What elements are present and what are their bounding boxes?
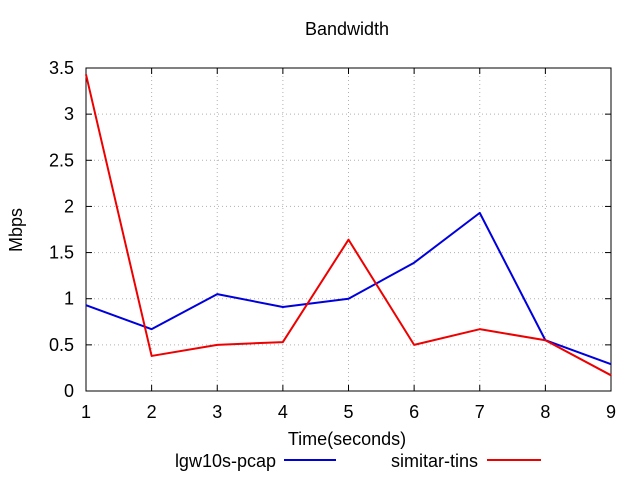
legend-label-simitar-tins: simitar-tins	[391, 451, 478, 471]
y-tick-label: 2	[64, 196, 74, 216]
x-axis-label: Time(seconds)	[288, 429, 406, 449]
y-tick-label: 1	[64, 289, 74, 309]
x-tick-label: 2	[147, 402, 157, 422]
x-tick-label: 8	[540, 402, 550, 422]
x-tick-label: 5	[343, 402, 353, 422]
x-tick-label: 6	[409, 402, 419, 422]
y-axis-label: Mbps	[6, 208, 26, 252]
x-axis-ticks: 1 2 3 4 5 6 7 8 9	[81, 68, 616, 422]
series-line-lgw10s-pcap	[85, 211, 612, 366]
x-tick-label: 4	[278, 402, 288, 422]
y-tick-label: 0.5	[49, 335, 74, 355]
y-tick-label: 0	[64, 381, 74, 401]
legend: lgw10s-pcap simitar-tins	[175, 451, 541, 471]
x-tick-label: 1	[81, 402, 91, 422]
y-axis-ticks: 0 0.5 1 1.5 2 2.5 3 3.5	[49, 58, 611, 401]
chart-title: Bandwidth	[305, 19, 389, 39]
y-tick-label: 1.5	[49, 243, 74, 263]
y-tick-label: 3.5	[49, 58, 74, 78]
y-tick-label: 3	[64, 104, 74, 124]
grid-lines	[86, 68, 611, 391]
x-tick-label: 9	[606, 402, 616, 422]
legend-label-lgw10s-pcap: lgw10s-pcap	[175, 451, 276, 471]
series-line-simitar-tins	[85, 74, 612, 377]
series-lines	[85, 74, 612, 377]
x-tick-label: 7	[475, 402, 485, 422]
y-tick-label: 2.5	[49, 150, 74, 170]
x-tick-label: 3	[212, 402, 222, 422]
